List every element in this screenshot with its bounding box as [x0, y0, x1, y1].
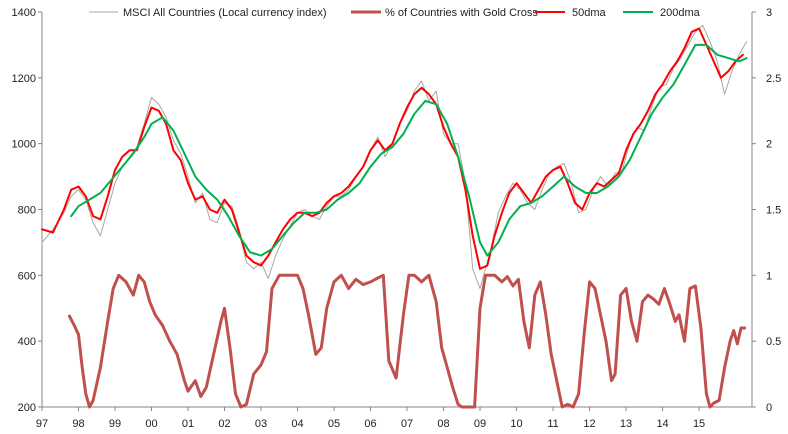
x-tick-label: 05 — [328, 418, 340, 430]
x-tick-label: 99 — [109, 418, 121, 430]
legend-label-200dma: 200dma — [660, 7, 701, 19]
x-tick-label: 09 — [474, 418, 486, 430]
x-tick-label: 06 — [364, 418, 376, 430]
legend-item-50dma: 50dma — [535, 7, 607, 19]
legend-label-gold-cross: % of Countries with Gold Cross — [385, 7, 538, 19]
x-tick-label: 98 — [72, 418, 84, 430]
x-tick-label: 04 — [291, 418, 303, 430]
x-tick-label: 07 — [401, 418, 413, 430]
legend: MSCI All Countries (Local currency index… — [89, 7, 701, 19]
x-tick-label: 01 — [182, 418, 194, 430]
x-tick-label: 15 — [693, 418, 705, 430]
legend-item-msci: MSCI All Countries (Local currency index… — [89, 7, 327, 19]
y-right-tick-label: 0.5 — [766, 336, 781, 348]
y-right-tick-label: 2 — [766, 139, 772, 151]
y-right-tick-label: 1 — [766, 270, 772, 282]
legend-item-200dma: 200dma — [623, 7, 701, 19]
series-lines — [41, 24, 748, 409]
series-line-50dma — [41, 27, 744, 270]
series-line-msci — [41, 24, 747, 289]
x-tick-label: 11 — [547, 418, 558, 430]
y-left-tick-label: 1200 — [12, 73, 36, 85]
x-tick-label: 03 — [255, 418, 267, 430]
y-right-tick-label: 1.5 — [766, 205, 781, 217]
legend-label-50dma: 50dma — [572, 7, 607, 19]
y-left-tick-label: 1000 — [12, 139, 36, 151]
x-tick-label: 10 — [510, 418, 522, 430]
x-tick-label: 97 — [36, 418, 48, 430]
y-right-tick-label: 3 — [766, 7, 772, 19]
y-left-tick-label: 200 — [18, 402, 36, 414]
y-right-tick-label: 0 — [766, 402, 772, 414]
y-right-tick-label: 2.5 — [766, 73, 781, 85]
y-left-tick-label: 1400 — [12, 7, 36, 19]
x-tick-label: 14 — [656, 418, 668, 430]
y-left-tick-label: 400 — [18, 336, 36, 348]
x-tick-label: 13 — [620, 418, 632, 430]
x-tick-label: 02 — [218, 418, 230, 430]
series-line-gold-cross — [67, 273, 747, 409]
series-line-200dma — [70, 43, 748, 257]
x-tick-label: 08 — [437, 418, 449, 430]
y-left-tick-label: 800 — [18, 205, 36, 217]
x-tick-label: 00 — [145, 418, 157, 430]
y-left-tick-label: 600 — [18, 270, 36, 282]
legend-label-msci: MSCI All Countries (Local currency index… — [123, 7, 327, 19]
legend-item-gold-cross: % of Countries with Gold Cross — [351, 7, 538, 19]
x-tick-label: 12 — [583, 418, 595, 430]
